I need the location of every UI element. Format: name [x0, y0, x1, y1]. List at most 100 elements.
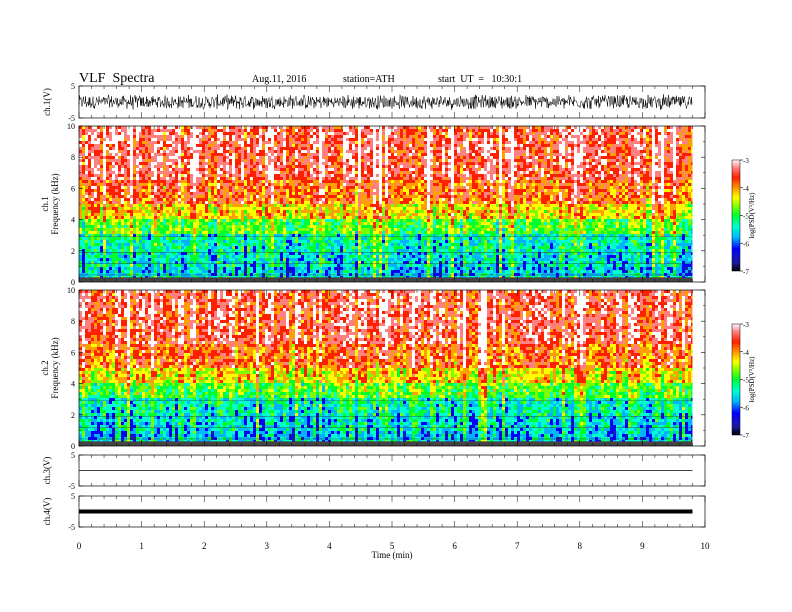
spectrogram-cell — [478, 246, 481, 249]
spectrogram-cell — [463, 249, 466, 252]
spectrogram-cell — [349, 213, 352, 216]
spectrogram-cell — [211, 264, 214, 267]
spectrogram-cell — [439, 270, 442, 273]
spectrogram-cell — [658, 213, 661, 216]
spectrogram-cell — [484, 270, 487, 273]
spectrogram-cell — [589, 240, 592, 243]
spectrogram-cell — [376, 234, 379, 237]
spectrogram-cell — [661, 225, 664, 228]
spectrogram-cell — [202, 231, 205, 234]
spectrogram-cell — [559, 258, 562, 261]
spectrogram-cell — [577, 243, 580, 246]
spectrogram-cell — [292, 249, 295, 252]
spectrogram-cell — [151, 216, 154, 219]
spectrogram-cell — [682, 225, 685, 228]
spectrogram-cell — [580, 210, 583, 213]
spectrogram-cell — [154, 249, 157, 252]
spectrogram-cell — [121, 237, 124, 240]
spectrogram-cell — [187, 249, 190, 252]
spectrogram-cell — [643, 273, 646, 276]
spectrogram-cell — [328, 255, 331, 258]
spectrogram-cell — [325, 222, 328, 225]
spectrogram-cell — [208, 255, 211, 258]
spectrogram-cell — [202, 225, 205, 228]
spectrogram-cell — [112, 216, 115, 219]
spectrogram-cell — [340, 255, 343, 258]
spectrogram-cell — [259, 219, 262, 222]
spectrogram-cell — [94, 246, 97, 249]
spectrogram-cell — [298, 261, 301, 264]
spectrogram-cell — [262, 222, 265, 225]
spectrogram-cell — [595, 213, 598, 216]
spectrogram-cell — [658, 222, 661, 225]
spectrogram-cell — [466, 240, 469, 243]
spectrogram-cell — [139, 258, 142, 261]
spectrogram-cell — [508, 237, 511, 240]
spectrogram-cell — [523, 273, 526, 276]
spectrogram-cell — [253, 213, 256, 216]
spectrogram-cell — [406, 222, 409, 225]
spectrogram-cell — [616, 225, 619, 228]
spectrogram-cell — [199, 258, 202, 261]
spectrogram-cell — [145, 240, 148, 243]
spectrogram-cell — [526, 249, 529, 252]
spectrogram-cell — [256, 261, 259, 264]
spectrogram-cell — [433, 222, 436, 225]
spectrogram-cell — [664, 219, 667, 222]
spectrogram-cell — [151, 261, 154, 264]
spectrogram-cell — [196, 234, 199, 237]
spectrogram-cell — [601, 264, 604, 267]
spectrogram-cell — [367, 213, 370, 216]
spectrogram-cell — [490, 246, 493, 249]
spectrogram-cell — [400, 252, 403, 255]
spectrogram-cell — [82, 267, 85, 270]
spectrogram-cell — [391, 234, 394, 237]
spectrogram-cell — [148, 231, 151, 234]
spectrogram-cell — [184, 258, 187, 261]
spectrogram-cell — [559, 270, 562, 273]
spectrogram-cell — [643, 255, 646, 258]
spectrogram-cell — [166, 222, 169, 225]
spectrogram-cell — [685, 222, 688, 225]
spectrogram-cell — [265, 258, 268, 261]
spectrogram-cell — [517, 246, 520, 249]
spectrogram-cell — [226, 267, 229, 270]
spectrogram-cell — [517, 261, 520, 264]
spectrogram-cell — [106, 255, 109, 258]
spectrogram-cell — [211, 240, 214, 243]
spectrogram-cell — [445, 264, 448, 267]
spectrogram-cell — [433, 216, 436, 219]
spectrogram-cell — [358, 231, 361, 234]
spectrogram-cell — [229, 261, 232, 264]
spectrogram-cell — [367, 258, 370, 261]
spectrogram-cell — [265, 228, 268, 231]
spectrogram-cell — [325, 270, 328, 273]
spectrogram-cell — [622, 219, 625, 222]
spectrogram-cell — [214, 234, 217, 237]
spectrogram-cell — [226, 219, 229, 222]
spectrogram-cell — [157, 261, 160, 264]
spectrogram-cell — [256, 222, 259, 225]
spectrogram-cell — [514, 237, 517, 240]
spectrogram-cell — [463, 240, 466, 243]
spectrogram-cell — [631, 261, 634, 264]
spectrogram-cell — [610, 225, 613, 228]
spectrogram-cell — [433, 261, 436, 264]
spectrogram-cell — [634, 213, 637, 216]
spectrogram-cell — [376, 213, 379, 216]
spectrogram-cell — [199, 237, 202, 240]
spectrogram-cell — [487, 261, 490, 264]
spectrogram-cell — [589, 264, 592, 267]
spectrogram-cell — [577, 234, 580, 237]
spectrogram-cell — [652, 261, 655, 264]
spectrogram-cell — [322, 264, 325, 267]
spectrogram-cell — [271, 270, 274, 273]
spectrogram-cell — [256, 264, 259, 267]
spectrogram-cell — [667, 249, 670, 252]
spectrogram-cell — [115, 222, 118, 225]
spectrogram-cell — [427, 261, 430, 264]
spectrogram-cell — [298, 258, 301, 261]
spectrogram-cell — [130, 234, 133, 237]
spectrogram-cell — [400, 234, 403, 237]
spectrogram-cell — [475, 231, 478, 234]
